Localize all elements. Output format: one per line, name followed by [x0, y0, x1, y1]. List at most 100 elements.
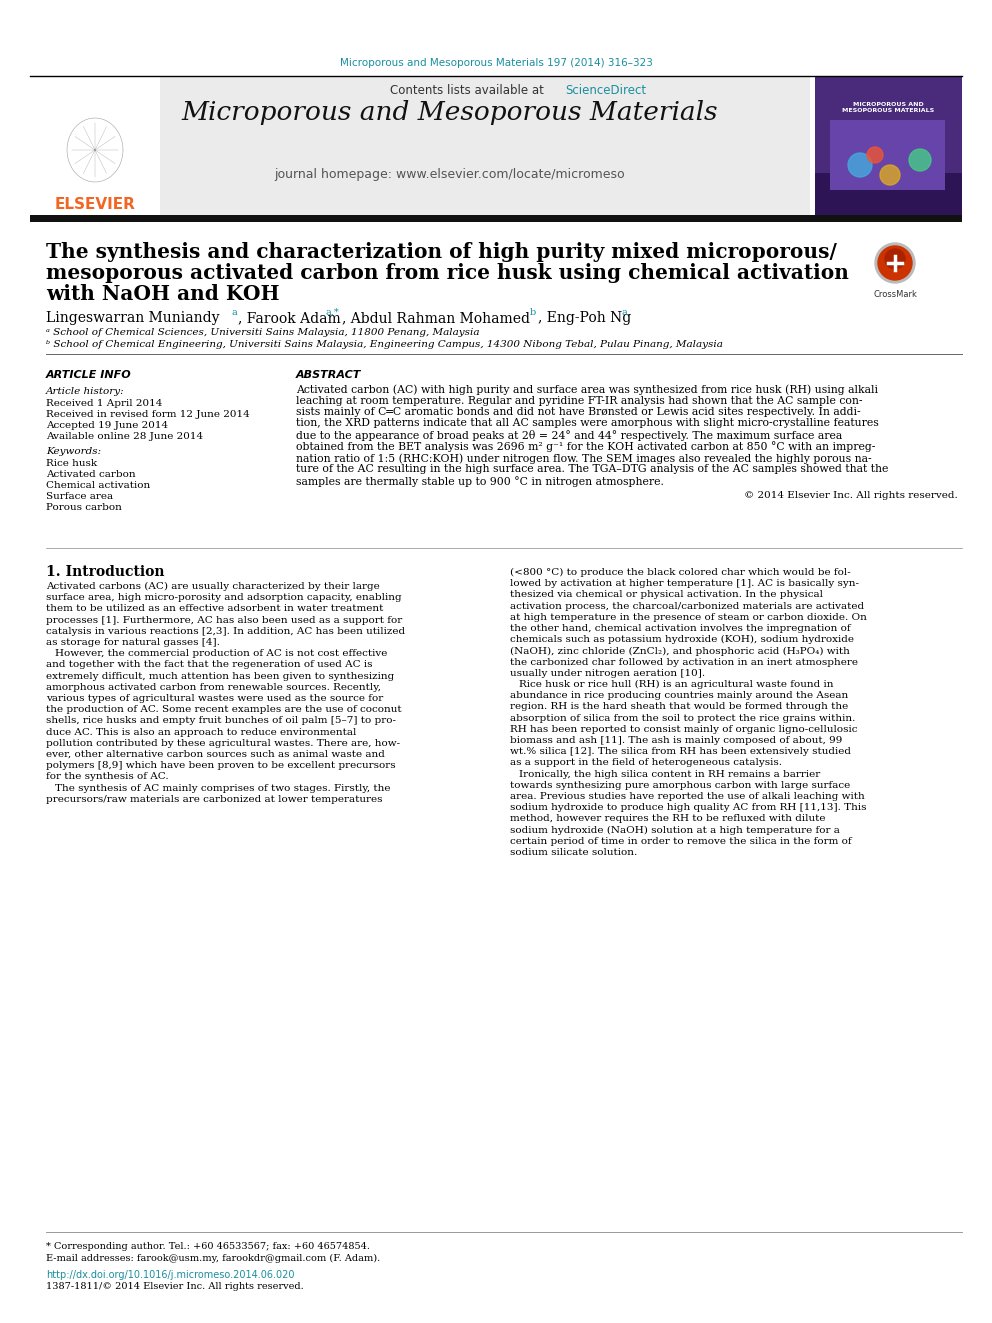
- Text: http://dx.doi.org/10.1016/j.micromeso.2014.06.020: http://dx.doi.org/10.1016/j.micromeso.20…: [46, 1270, 295, 1279]
- Text: CrossMark: CrossMark: [873, 290, 917, 299]
- Text: method, however requires the RH to be refluxed with dilute: method, however requires the RH to be re…: [510, 815, 825, 823]
- Bar: [30, 75, 160, 216]
- Text: Accepted 19 June 2014: Accepted 19 June 2014: [46, 421, 168, 430]
- Text: Activated carbons (AC) are usually characterized by their large: Activated carbons (AC) are usually chara…: [46, 582, 380, 591]
- Text: samples are thermally stable up to 900 °C in nitrogen atmosphere.: samples are thermally stable up to 900 °…: [296, 476, 664, 487]
- Text: them to be utilized as an effective adsorbent in water treatment: them to be utilized as an effective adso…: [46, 605, 383, 614]
- Text: for the synthesis of AC.: for the synthesis of AC.: [46, 773, 169, 782]
- Text: MICROPOROUS AND
MESOPOROUS MATERIALS: MICROPOROUS AND MESOPOROUS MATERIALS: [842, 102, 934, 112]
- Bar: [30, 75, 810, 216]
- Text: a: a: [231, 308, 237, 318]
- Text: precursors/raw materials are carbonized at lower temperatures: precursors/raw materials are carbonized …: [46, 795, 383, 804]
- Bar: [30, 216, 962, 222]
- Text: Activated carbon (AC) with high purity and surface area was synthesized from ric: Activated carbon (AC) with high purity a…: [296, 384, 878, 394]
- Text: biomass and ash [11]. The ash is mainly composed of about, 99: biomass and ash [11]. The ash is mainly …: [510, 736, 842, 745]
- Text: ture of the AC resulting in the high surface area. The TGA–DTG analysis of the A: ture of the AC resulting in the high sur…: [296, 464, 889, 475]
- Text: sodium silicate solution.: sodium silicate solution.: [510, 848, 637, 857]
- Text: shells, rice husks and empty fruit bunches of oil palm [5–7] to pro-: shells, rice husks and empty fruit bunch…: [46, 716, 396, 725]
- Text: ᵇ School of Chemical Engineering, Universiti Sains Malaysia, Engineering Campus,: ᵇ School of Chemical Engineering, Univer…: [46, 340, 723, 349]
- Text: activation process, the charcoal/carbonized materials are activated: activation process, the charcoal/carboni…: [510, 602, 864, 611]
- Text: Porous carbon: Porous carbon: [46, 503, 122, 512]
- Text: However, the commercial production of AC is not cost effective: However, the commercial production of AC…: [55, 650, 387, 659]
- Circle shape: [878, 246, 912, 280]
- Bar: [830, 120, 945, 191]
- Text: at high temperature in the presence of steam or carbon dioxide. On: at high temperature in the presence of s…: [510, 613, 867, 622]
- Text: abundance in rice producing countries mainly around the Asean: abundance in rice producing countries ma…: [510, 691, 848, 700]
- Text: (NaOH), zinc chloride (ZnCl₂), and phosphoric acid (H₃PO₄) with: (NaOH), zinc chloride (ZnCl₂), and phosp…: [510, 647, 850, 655]
- Text: region. RH is the hard sheath that would be formed through the: region. RH is the hard sheath that would…: [510, 703, 848, 712]
- Text: leaching at room temperature. Regular and pyridine FT-IR analysis had shown that: leaching at room temperature. Regular an…: [296, 396, 862, 406]
- Text: Received 1 April 2014: Received 1 April 2014: [46, 400, 163, 407]
- Text: nation ratio of 1:5 (RHC:KOH) under nitrogen flow. The SEM images also revealed : nation ratio of 1:5 (RHC:KOH) under nitr…: [296, 452, 872, 463]
- Text: the other hand, chemical activation involves the impregnation of: the other hand, chemical activation invo…: [510, 624, 850, 632]
- Text: chemicals such as potassium hydroxide (KOH), sodium hydroxide: chemicals such as potassium hydroxide (K…: [510, 635, 854, 644]
- Text: tion, the XRD patterns indicate that all AC samples were amorphous with slight m: tion, the XRD patterns indicate that all…: [296, 418, 879, 429]
- Text: Chemical activation: Chemical activation: [46, 482, 150, 490]
- Text: ABSTRACT: ABSTRACT: [296, 370, 361, 380]
- Text: sists mainly of C═C aromatic bonds and did not have Brønsted or Lewis acid sites: sists mainly of C═C aromatic bonds and d…: [296, 407, 861, 417]
- Text: area. Previous studies have reported the use of alkali leaching with: area. Previous studies have reported the…: [510, 792, 865, 800]
- Text: Microporous and Mesoporous Materials 197 (2014) 316–323: Microporous and Mesoporous Materials 197…: [339, 58, 653, 67]
- Text: the production of AC. Some recent examples are the use of coconut: the production of AC. Some recent exampl…: [46, 705, 402, 714]
- Text: RH has been reported to consist mainly of organic ligno-cellulosic: RH has been reported to consist mainly o…: [510, 725, 857, 734]
- Circle shape: [867, 147, 883, 163]
- Text: absorption of silica from the soil to protect the rice grains within.: absorption of silica from the soil to pr…: [510, 713, 855, 722]
- Text: * Corresponding author. Tel.: +60 46533567; fax: +60 46574854.: * Corresponding author. Tel.: +60 465335…: [46, 1242, 370, 1252]
- Text: Ironically, the high silica content in RH remains a barrier: Ironically, the high silica content in R…: [519, 770, 820, 779]
- Text: as a support in the field of heterogeneous catalysis.: as a support in the field of heterogeneo…: [510, 758, 782, 767]
- Text: obtained from the BET analysis was 2696 m² g⁻¹ for the KOH activated carbon at 8: obtained from the BET analysis was 2696 …: [296, 442, 875, 452]
- Text: sodium hydroxide (NaOH) solution at a high temperature for a: sodium hydroxide (NaOH) solution at a hi…: [510, 826, 840, 835]
- Text: towards synthesizing pure amorphous carbon with large surface: towards synthesizing pure amorphous carb…: [510, 781, 850, 790]
- Text: the carbonized char followed by activation in an inert atmosphere: the carbonized char followed by activati…: [510, 658, 858, 667]
- Text: mesoporous activated carbon from rice husk using chemical activation: mesoporous activated carbon from rice hu…: [46, 263, 849, 283]
- Text: a,*: a,*: [325, 308, 338, 318]
- Text: ELSEVIER: ELSEVIER: [55, 197, 136, 212]
- Text: Available online 28 June 2014: Available online 28 June 2014: [46, 433, 203, 441]
- Text: journal homepage: www.elsevier.com/locate/micromeso: journal homepage: www.elsevier.com/locat…: [275, 168, 625, 181]
- Text: , Farook Adam: , Farook Adam: [238, 311, 340, 325]
- Text: Activated carbon: Activated carbon: [46, 470, 136, 479]
- Text: Lingeswarran Muniandy: Lingeswarran Muniandy: [46, 311, 219, 325]
- Text: Received in revised form 12 June 2014: Received in revised form 12 June 2014: [46, 410, 250, 419]
- Text: polymers [8,9] which have been proven to be excellent precursors: polymers [8,9] which have been proven to…: [46, 761, 396, 770]
- Text: Keywords:: Keywords:: [46, 447, 101, 456]
- Text: surface area, high micro-porosity and adsorption capacity, enabling: surface area, high micro-porosity and ad…: [46, 593, 402, 602]
- Text: various types of agricultural wastes were used as the source for: various types of agricultural wastes wer…: [46, 695, 383, 703]
- Text: sodium hydroxide to produce high quality AC from RH [11,13]. This: sodium hydroxide to produce high quality…: [510, 803, 866, 812]
- Bar: [815, 75, 962, 216]
- Text: with NaOH and KOH: with NaOH and KOH: [46, 284, 280, 304]
- Text: catalysis in various reactions [2,3]. In addition, AC has been utilized: catalysis in various reactions [2,3]. In…: [46, 627, 405, 636]
- Text: Rice husk or rice hull (RH) is an agricultural waste found in: Rice husk or rice hull (RH) is an agricu…: [519, 680, 833, 689]
- Text: usually under nitrogen aeration [10].: usually under nitrogen aeration [10].: [510, 669, 705, 677]
- Text: The synthesis of AC mainly comprises of two stages. Firstly, the: The synthesis of AC mainly comprises of …: [55, 783, 391, 792]
- Text: and together with the fact that the regeneration of used AC is: and together with the fact that the rege…: [46, 660, 373, 669]
- Text: processes [1]. Furthermore, AC has also been used as a support for: processes [1]. Furthermore, AC has also …: [46, 615, 402, 624]
- Text: ARTICLE INFO: ARTICLE INFO: [46, 370, 132, 380]
- Text: a: a: [622, 308, 628, 318]
- Text: 1387-1811/© 2014 Elsevier Inc. All rights reserved.: 1387-1811/© 2014 Elsevier Inc. All right…: [46, 1282, 304, 1291]
- Circle shape: [885, 249, 905, 269]
- Text: Rice husk: Rice husk: [46, 459, 97, 468]
- Text: certain period of time in order to remove the silica in the form of: certain period of time in order to remov…: [510, 837, 851, 845]
- Text: extremely difficult, much attention has been given to synthesizing: extremely difficult, much attention has …: [46, 672, 394, 680]
- Text: due to the appearance of broad peaks at 2θ = 24° and 44° respectively. The maxim: due to the appearance of broad peaks at …: [296, 430, 842, 441]
- Text: pollution contributed by these agricultural wastes. There are, how-: pollution contributed by these agricultu…: [46, 738, 400, 747]
- Circle shape: [880, 165, 900, 185]
- Text: lowed by activation at higher temperature [1]. AC is basically syn-: lowed by activation at higher temperatur…: [510, 579, 859, 589]
- Text: E-mail addresses: farook@usm.my, farookdr@gmail.com (F. Adam).: E-mail addresses: farook@usm.my, farookd…: [46, 1254, 380, 1263]
- Text: b: b: [530, 308, 537, 318]
- Circle shape: [848, 153, 872, 177]
- Bar: [815, 173, 962, 216]
- Text: wt.% silica [12]. The silica from RH has been extensively studied: wt.% silica [12]. The silica from RH has…: [510, 747, 851, 757]
- Text: (<800 °C) to produce the black colored char which would be fol-: (<800 °C) to produce the black colored c…: [510, 568, 851, 577]
- Text: © 2014 Elsevier Inc. All rights reserved.: © 2014 Elsevier Inc. All rights reserved…: [744, 491, 958, 500]
- Text: thesized via chemical or physical activation. In the physical: thesized via chemical or physical activa…: [510, 590, 823, 599]
- Text: 1. Introduction: 1. Introduction: [46, 565, 165, 579]
- Text: Microporous and Mesoporous Materials: Microporous and Mesoporous Materials: [182, 101, 718, 124]
- Text: as storage for natural gasses [4].: as storage for natural gasses [4].: [46, 638, 220, 647]
- Text: Contents lists available at: Contents lists available at: [390, 83, 548, 97]
- Text: , Eng-Poh Ng: , Eng-Poh Ng: [538, 311, 631, 325]
- Text: , Abdul Rahman Mohamed: , Abdul Rahman Mohamed: [342, 311, 530, 325]
- Text: ᵃ School of Chemical Sciences, Universiti Sains Malaysia, 11800 Penang, Malaysia: ᵃ School of Chemical Sciences, Universit…: [46, 328, 479, 337]
- Text: The synthesis and characterization of high purity mixed microporous/: The synthesis and characterization of hi…: [46, 242, 837, 262]
